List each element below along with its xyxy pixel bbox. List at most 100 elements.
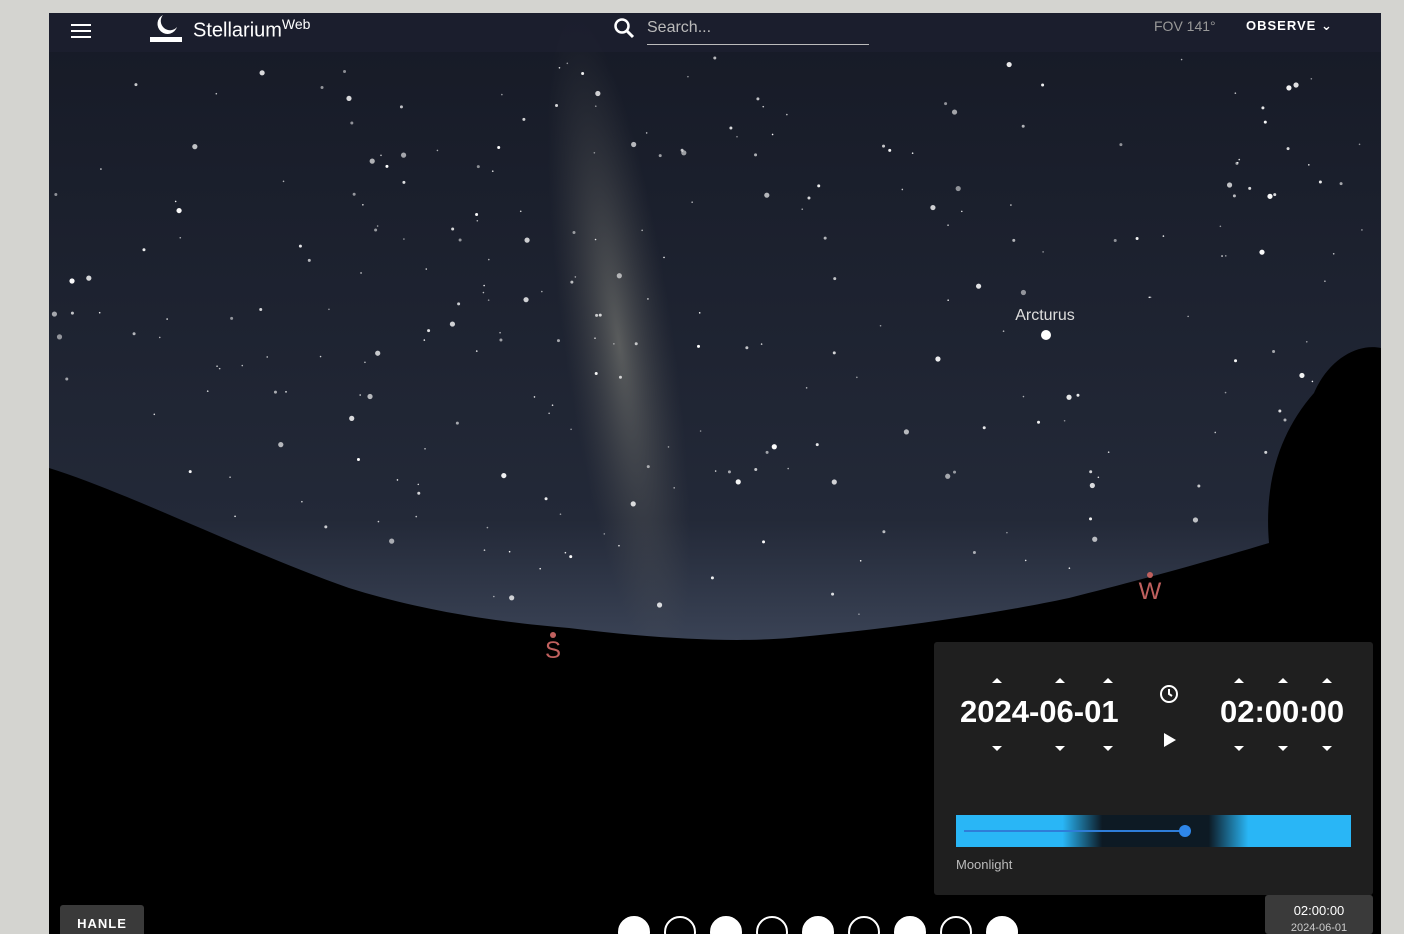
star[interactable] xyxy=(567,63,569,65)
star[interactable] xyxy=(617,273,622,278)
star[interactable] xyxy=(824,237,827,240)
star[interactable] xyxy=(715,470,717,472)
star[interactable] xyxy=(216,365,218,367)
star[interactable] xyxy=(882,145,885,148)
star[interactable] xyxy=(595,372,598,375)
star[interactable] xyxy=(761,343,763,345)
date-down[interactable] xyxy=(1103,746,1113,751)
toolbar-button[interactable] xyxy=(803,917,833,934)
moonlight-slider[interactable] xyxy=(956,815,1351,847)
star[interactable] xyxy=(1238,159,1240,161)
star[interactable] xyxy=(179,237,181,239)
star[interactable] xyxy=(691,201,693,203)
toolbar-button[interactable] xyxy=(987,917,1017,934)
star[interactable] xyxy=(370,159,375,164)
star[interactable] xyxy=(619,376,622,379)
toolbar-button[interactable] xyxy=(895,917,925,934)
star[interactable] xyxy=(1308,164,1310,166)
star[interactable] xyxy=(377,225,379,227)
star[interactable] xyxy=(1003,330,1005,332)
star[interactable] xyxy=(403,238,405,240)
star[interactable] xyxy=(415,516,417,518)
star[interactable] xyxy=(673,487,675,489)
star[interactable] xyxy=(483,292,485,294)
star[interactable] xyxy=(153,414,155,416)
star[interactable] xyxy=(912,152,914,154)
star[interactable] xyxy=(367,394,372,399)
star[interactable] xyxy=(1136,237,1139,240)
star[interactable] xyxy=(888,149,891,152)
star[interactable] xyxy=(880,325,882,327)
star[interactable] xyxy=(604,533,606,535)
star[interactable] xyxy=(697,345,700,348)
star[interactable] xyxy=(762,106,764,108)
date-up[interactable] xyxy=(1103,678,1113,683)
date-up[interactable] xyxy=(1055,678,1065,683)
star[interactable] xyxy=(350,121,353,124)
star[interactable] xyxy=(456,422,459,425)
star[interactable] xyxy=(594,152,596,154)
star[interactable] xyxy=(1108,451,1110,453)
star[interactable] xyxy=(635,342,638,345)
toolbar-button[interactable] xyxy=(619,917,649,934)
star[interactable] xyxy=(475,213,478,216)
star[interactable] xyxy=(1150,296,1152,298)
star[interactable] xyxy=(1089,470,1092,473)
star[interactable] xyxy=(1021,290,1026,295)
star[interactable] xyxy=(71,312,74,315)
observe-button[interactable]: OBSERVE ⌄ xyxy=(1246,18,1333,34)
star[interactable] xyxy=(450,321,455,326)
star[interactable] xyxy=(320,356,322,358)
star[interactable] xyxy=(1311,78,1313,80)
star[interactable] xyxy=(570,428,572,430)
star[interactable] xyxy=(541,291,543,293)
star[interactable] xyxy=(189,470,192,473)
star[interactable] xyxy=(1227,182,1232,187)
star[interactable] xyxy=(427,329,430,332)
star[interactable] xyxy=(362,204,364,206)
star[interactable] xyxy=(357,458,360,461)
star[interactable] xyxy=(766,451,769,454)
star[interactable] xyxy=(1264,121,1267,124)
star[interactable] xyxy=(647,465,650,468)
star[interactable] xyxy=(581,72,584,75)
star[interactable] xyxy=(133,332,136,335)
star[interactable] xyxy=(711,576,714,579)
star[interactable] xyxy=(437,150,439,152)
star[interactable] xyxy=(219,368,221,370)
star[interactable] xyxy=(459,238,462,241)
star[interactable] xyxy=(548,412,550,414)
star[interactable] xyxy=(557,339,560,342)
star[interactable] xyxy=(1340,182,1343,185)
star[interactable] xyxy=(192,144,197,149)
star[interactable] xyxy=(1264,451,1267,454)
star[interactable] xyxy=(476,350,478,352)
star[interactable] xyxy=(1187,316,1189,318)
star[interactable] xyxy=(858,613,860,615)
star[interactable] xyxy=(522,118,525,121)
star[interactable] xyxy=(328,309,330,311)
star[interactable] xyxy=(599,314,602,317)
star[interactable] xyxy=(572,231,575,234)
star[interactable] xyxy=(57,334,62,339)
star[interactable] xyxy=(1066,395,1071,400)
star[interactable] xyxy=(618,545,620,547)
time-down[interactable] xyxy=(1322,746,1332,751)
star[interactable] xyxy=(1012,239,1015,242)
star[interactable] xyxy=(1098,476,1100,478)
star[interactable] xyxy=(54,193,57,196)
star[interactable] xyxy=(729,127,732,130)
star[interactable] xyxy=(902,189,904,191)
star[interactable] xyxy=(1333,253,1335,255)
star[interactable] xyxy=(1299,373,1304,378)
star[interactable] xyxy=(477,165,480,168)
star[interactable] xyxy=(882,530,885,533)
star[interactable] xyxy=(1037,421,1040,424)
star[interactable] xyxy=(1090,483,1095,488)
star[interactable] xyxy=(100,168,102,170)
star[interactable] xyxy=(1234,359,1237,362)
star[interactable] xyxy=(944,102,947,105)
date-down[interactable] xyxy=(1055,746,1065,751)
star[interactable] xyxy=(559,67,561,69)
star[interactable] xyxy=(736,136,738,138)
